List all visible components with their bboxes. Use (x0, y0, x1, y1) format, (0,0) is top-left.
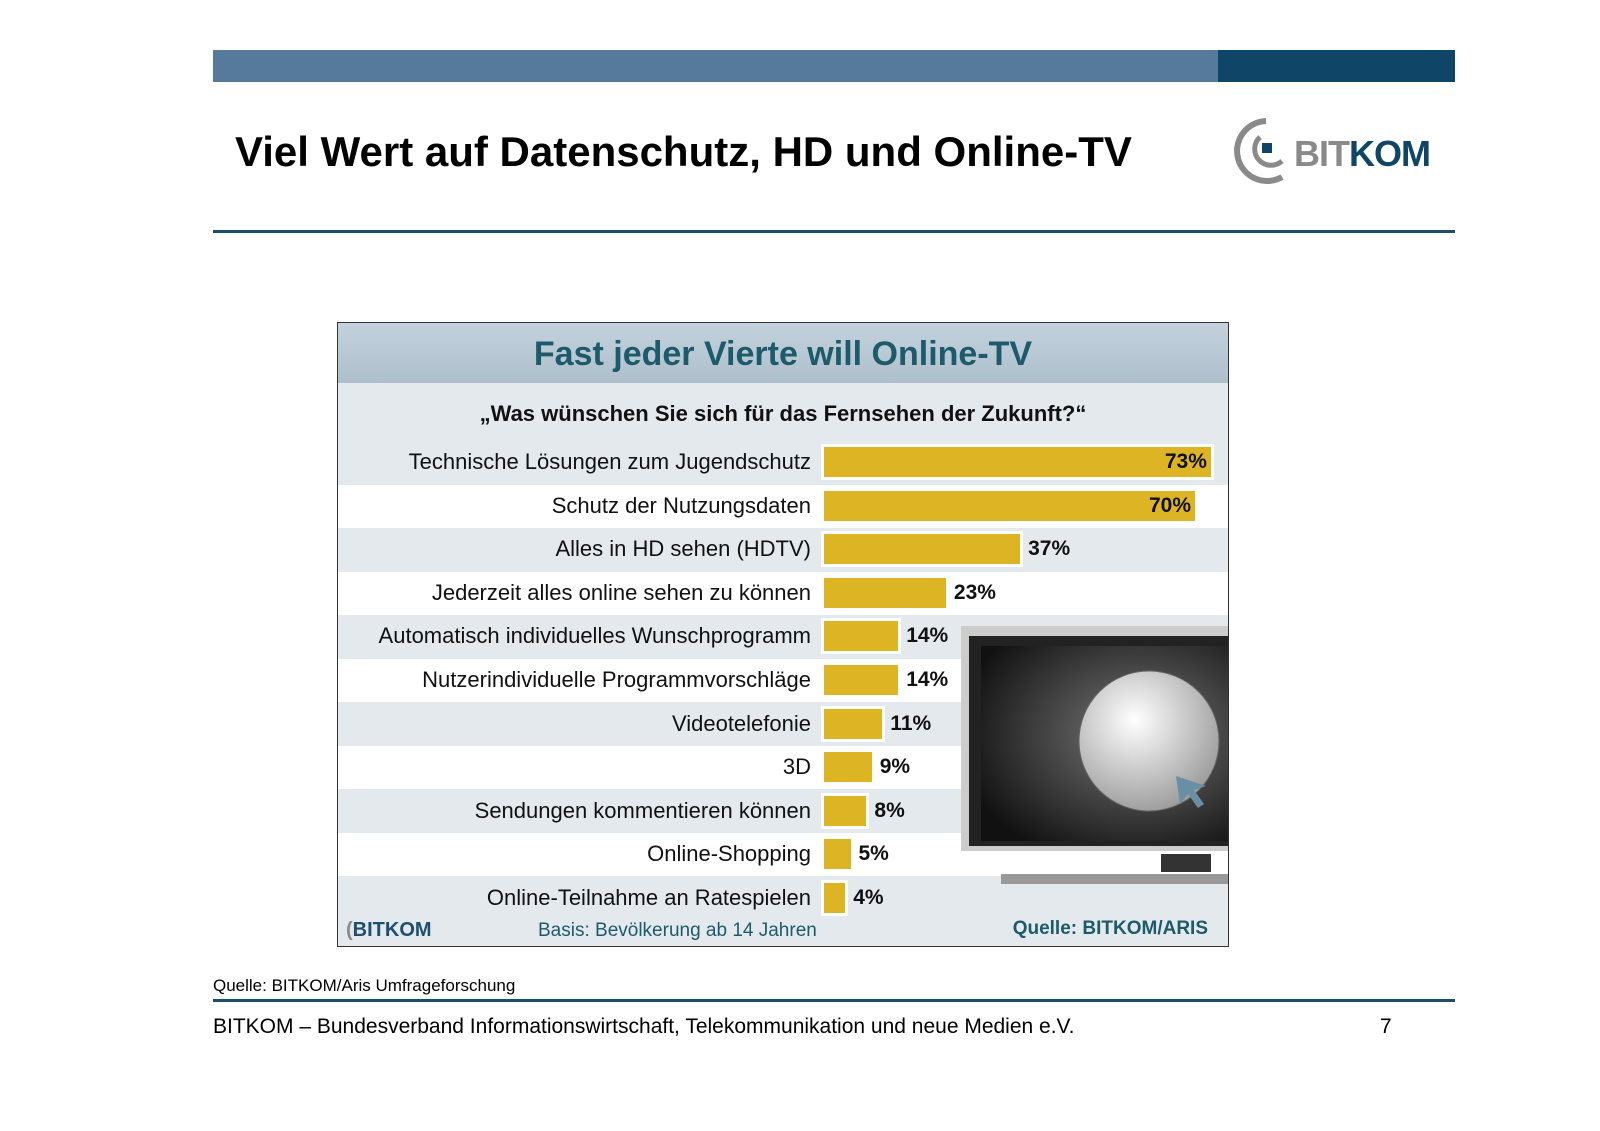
category-label: Alles in HD sehen (HDTV) (555, 536, 811, 562)
category-label: Sendungen kommentieren können (474, 797, 811, 823)
tv-illustration (961, 626, 1228, 884)
bar (824, 839, 851, 870)
chart-subtitle: „Was wünschen Sie sich für das Fernsehen… (479, 401, 1087, 426)
footer-divider (213, 999, 1455, 1002)
bar (824, 577, 946, 608)
bar-chart: Fast jeder Vierte will Online-TV „Was wü… (337, 322, 1229, 947)
title-divider (213, 230, 1455, 233)
bar (824, 447, 1211, 477)
category-label: Schutz der Nutzungsdaten (551, 492, 811, 518)
chart-row: Technische Lösungen zum Jugendschutz 73% (338, 441, 1228, 484)
value-label: 23% (953, 580, 996, 604)
bar (824, 621, 899, 652)
value-label: 5% (858, 842, 889, 866)
chart-logo: (BITKOM (346, 919, 432, 941)
chart-row: Automatisch individuelles Wunschprogramm… (338, 615, 1228, 658)
value-label: 4% (853, 886, 884, 909)
slide-title: Viel Wert auf Datenschutz, HD und Online… (235, 128, 1132, 175)
chart-title: Fast jeder Vierte will Online-TV (338, 323, 1228, 383)
bitkom-logo-icon (1234, 118, 1284, 184)
value-label: 8% (874, 798, 905, 822)
bar (824, 534, 1021, 565)
value-label: 73% (1164, 450, 1207, 473)
bitkom-logo: BITKOM (1232, 115, 1442, 185)
bar (824, 665, 899, 695)
bar (824, 883, 846, 913)
footer-text: BITKOM – Bundesverband Informationswirts… (213, 1015, 1075, 1038)
bar (824, 708, 883, 739)
chart-source: Quelle: BITKOM/ARIS (1012, 918, 1208, 939)
value-label: 14% (906, 668, 949, 691)
chart-row: Schutz der Nutzungsdaten 70% (338, 484, 1228, 528)
category-label: Nutzerindividuelle Programmvorschläge (422, 667, 811, 692)
chart-basis: Basis: Bevölkerung ab 14 Jahren (538, 920, 817, 941)
chart-row: Jederzeit alles online sehen zu können 23… (338, 571, 1228, 615)
page-number: 7 (1380, 1015, 1392, 1038)
value-label: 70% (1148, 493, 1191, 517)
category-label: Online-Teilnahme an Ratespielen (486, 885, 811, 910)
value-label: 14% (906, 624, 949, 648)
category-label: Jederzeit alles online sehen zu können (431, 579, 811, 605)
category-label: Automatisch individuelles Wunschprogramm (378, 623, 811, 649)
bar (824, 752, 872, 783)
category-label: 3D (782, 754, 811, 780)
chart-row: Online-Teilnahme an Ratespielen 4% (338, 877, 1228, 920)
value-label: 9% (879, 755, 911, 779)
chart-row: Sendungen kommentieren können 8% (338, 790, 1228, 833)
category-label: Online-Shopping (647, 841, 811, 867)
header-band-accent (1218, 50, 1455, 82)
bar (824, 795, 867, 826)
category-label: Technische Lösungen zum Jugendschutz (408, 449, 811, 474)
header-band (213, 50, 1455, 82)
chart-row: Videotelefonie 11% (338, 703, 1228, 746)
value-label: 37% (1028, 537, 1071, 561)
source-note: Quelle: BITKOM/Aris Umfrageforschung (213, 976, 516, 995)
value-label: 11% (890, 711, 932, 735)
category-label: Videotelefonie (671, 710, 811, 736)
bar (824, 490, 1195, 521)
chart-row: Alles in HD sehen (HDTV) 37% (338, 528, 1228, 571)
